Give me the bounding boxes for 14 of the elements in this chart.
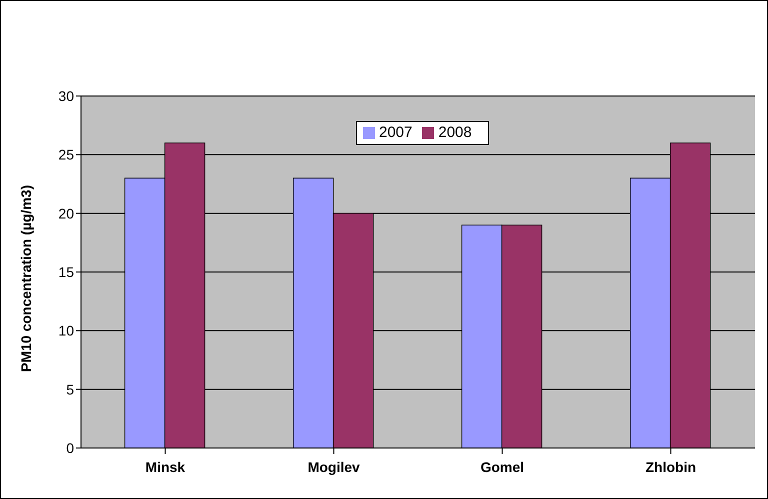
y-tick-label: 25 bbox=[58, 146, 74, 163]
x-tick-label: Minsk bbox=[145, 458, 186, 475]
y-tick-label: 5 bbox=[66, 381, 74, 398]
x-tick-label: Gomel bbox=[480, 458, 524, 475]
x-tick-label: Zhlobin bbox=[645, 458, 696, 475]
y-tick-label: 15 bbox=[58, 264, 74, 280]
legend-label: 2007 bbox=[379, 124, 412, 141]
y-tick-label: 30 bbox=[58, 88, 74, 104]
legend-label: 2008 bbox=[438, 124, 472, 141]
y-axis-title: PM10 concentration (µg/m3) bbox=[18, 185, 34, 372]
y-tick-label: 10 bbox=[58, 322, 74, 339]
y-tick-label: 0 bbox=[66, 440, 74, 456]
y-tick-label: 20 bbox=[58, 205, 74, 222]
x-tick-label: Mogilev bbox=[308, 458, 360, 475]
